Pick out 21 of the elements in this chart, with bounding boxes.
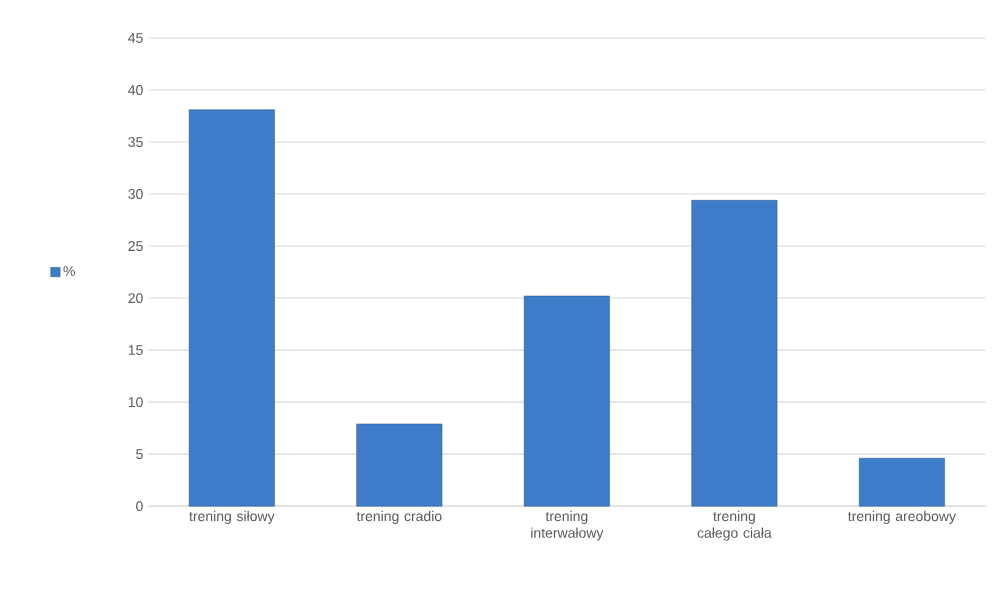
y-tick-label: 15 (128, 345, 143, 356)
y-tick-label: 5 (136, 449, 143, 460)
bar (188, 109, 275, 507)
bar (523, 295, 610, 507)
bar (356, 423, 443, 507)
y-tick-label: 0 (136, 501, 143, 512)
legend-label: % (63, 266, 75, 277)
x-tick-label: trening interwałowy (531, 511, 604, 541)
y-tick-label: 20 (128, 293, 143, 304)
y-tick-label: 40 (128, 85, 143, 96)
y-tick-label: 10 (128, 397, 143, 408)
x-tick-label: trening areobowy (848, 511, 956, 525)
x-tick-label: trening cradio (356, 511, 442, 525)
y-tick-label: 35 (128, 137, 143, 148)
y-tick-label: 25 (128, 241, 143, 252)
y-tick-label: 30 (128, 189, 143, 200)
x-tick-label: trening siłowy (189, 511, 275, 525)
y-tick-label: 45 (128, 33, 143, 44)
x-tick-label: trening całego ciała (697, 511, 772, 541)
bar (858, 458, 945, 507)
bar (691, 200, 778, 507)
